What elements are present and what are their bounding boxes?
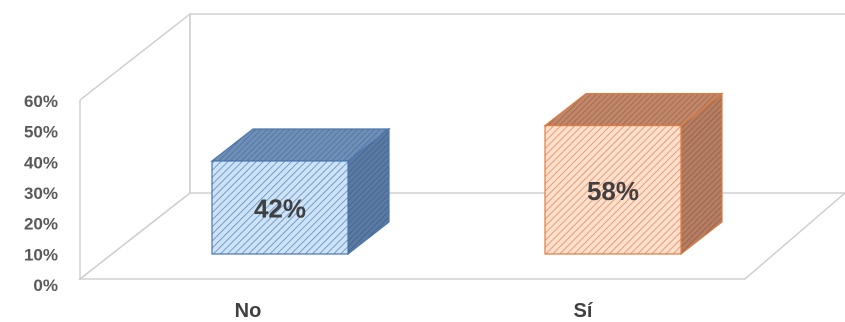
data-label: 58% bbox=[587, 176, 639, 206]
bars bbox=[210, 92, 724, 256]
data-label: 42% bbox=[254, 194, 306, 224]
floor bbox=[77, 192, 845, 280]
category-labels: No Sí bbox=[235, 300, 594, 322]
y-tick-label: 50% bbox=[24, 123, 58, 142]
y-tick-label: 30% bbox=[24, 184, 58, 203]
y-tick-label: 0% bbox=[33, 276, 58, 295]
bar-front-face bbox=[544, 124, 682, 255]
y-tick-label: 40% bbox=[24, 153, 58, 172]
y-tick-label: 20% bbox=[24, 215, 58, 234]
chart-frame bbox=[77, 12, 845, 281]
y-tick-label: 10% bbox=[24, 245, 58, 264]
category-label: No bbox=[235, 300, 262, 322]
bar-front-face bbox=[211, 160, 349, 255]
data-labels: 42% 58% bbox=[254, 176, 639, 224]
side-wall bbox=[79, 12, 191, 281]
bar-1 bbox=[543, 92, 724, 256]
bar-0 bbox=[210, 127, 391, 256]
y-axis-ticks: 0% 10% 20% 30% 40% 50% 60% bbox=[24, 92, 58, 295]
category-label: Sí bbox=[574, 300, 594, 322]
y-tick-label: 60% bbox=[24, 92, 58, 111]
